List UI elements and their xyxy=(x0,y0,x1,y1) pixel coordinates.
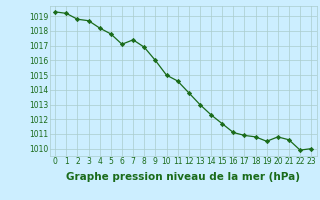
X-axis label: Graphe pression niveau de la mer (hPa): Graphe pression niveau de la mer (hPa) xyxy=(66,172,300,182)
